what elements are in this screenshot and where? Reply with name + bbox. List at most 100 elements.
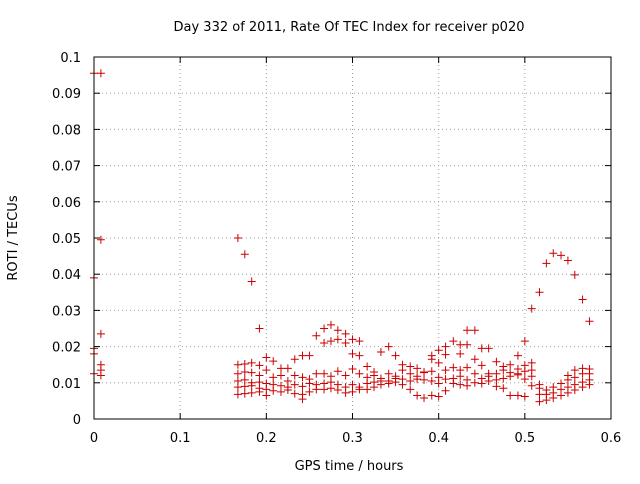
- data-point: [520, 375, 529, 384]
- data-point: [233, 390, 242, 399]
- data-point: [513, 369, 522, 378]
- data-point: [320, 369, 329, 378]
- x-tick-label: 0.4: [428, 431, 449, 446]
- data-point: [427, 391, 436, 400]
- data-point: [333, 326, 342, 335]
- data-point: [312, 385, 321, 394]
- data-point: [240, 382, 249, 391]
- data-point: [355, 369, 364, 378]
- data-point: [341, 388, 350, 397]
- data-point: [298, 351, 307, 360]
- data-point: [262, 366, 271, 375]
- data-point: [449, 363, 458, 372]
- x-tick-label: 0.5: [514, 431, 535, 446]
- y-tick-label: 0.1: [60, 51, 81, 66]
- data-point: [348, 365, 357, 374]
- y-tick-label: 0.09: [52, 87, 81, 102]
- data-point: [247, 381, 256, 390]
- data-point: [276, 371, 285, 380]
- data-point: [348, 349, 357, 358]
- data-point: [290, 371, 299, 380]
- x-tick-label: 0.3: [342, 431, 363, 446]
- data-point: [578, 295, 587, 304]
- data-point: [269, 357, 278, 366]
- data-point: [290, 355, 299, 364]
- data-point: [376, 380, 385, 389]
- data-point: [520, 337, 529, 346]
- data-point: [506, 360, 515, 369]
- grid: [94, 57, 611, 419]
- data-point: [413, 375, 422, 384]
- x-tick-label: 0.2: [256, 431, 277, 446]
- data-point: [326, 337, 335, 346]
- data-point: [341, 371, 350, 380]
- data-point: [484, 344, 493, 353]
- data-point: [312, 369, 321, 378]
- data-point: [427, 351, 436, 360]
- data-point: [391, 351, 400, 360]
- data-point: [570, 373, 579, 382]
- data-point: [449, 379, 458, 388]
- data-point: [283, 386, 292, 395]
- data-point: [463, 340, 472, 349]
- data-point: [298, 395, 307, 404]
- data-point: [470, 369, 479, 378]
- data-point: [406, 385, 415, 394]
- data-point: [298, 373, 307, 382]
- data-point: [96, 235, 105, 244]
- data-point: [449, 337, 458, 346]
- data-point: [370, 383, 379, 392]
- data-point: [499, 366, 508, 375]
- data-point: [535, 390, 544, 399]
- data-point: [355, 351, 364, 360]
- data-point: [434, 346, 443, 355]
- data-point: [96, 69, 105, 78]
- data-point: [456, 349, 465, 358]
- y-tick-label: 0.05: [52, 232, 81, 247]
- data-point: [463, 381, 472, 390]
- data-point: [398, 366, 407, 375]
- data-point: [240, 359, 249, 368]
- data-point: [549, 249, 558, 258]
- data-point: [240, 367, 249, 376]
- data-point: [312, 331, 321, 340]
- data-point: [470, 355, 479, 364]
- data-point: [341, 338, 350, 347]
- data-point: [247, 358, 256, 367]
- data-point: [563, 256, 572, 265]
- x-axis-label: GPS time / hours: [295, 459, 404, 474]
- data-point: [255, 387, 264, 396]
- data-point: [499, 384, 508, 393]
- x-tick-label: 0: [90, 431, 98, 446]
- data-point: [420, 368, 429, 377]
- x-tick-label: 0.1: [170, 431, 191, 446]
- y-tick-label: 0.06: [52, 196, 81, 211]
- data-point: [247, 368, 256, 377]
- data-point: [413, 364, 422, 373]
- data-point: [441, 350, 450, 359]
- data-point: [413, 391, 422, 400]
- data-point: [276, 387, 285, 396]
- data-point: [427, 376, 436, 385]
- data-point: [578, 364, 587, 373]
- data-point: [233, 360, 242, 369]
- y-axis-label: ROTI / TECUs: [6, 195, 21, 280]
- data-point: [477, 361, 486, 370]
- data-point: [96, 329, 105, 338]
- data-point: [326, 384, 335, 393]
- data-point: [240, 250, 249, 259]
- data-point: [527, 304, 536, 313]
- data-point: [563, 388, 572, 397]
- data-point: [513, 391, 522, 400]
- data-point: [355, 337, 364, 346]
- data-point: [484, 376, 493, 385]
- data-point: [492, 382, 501, 391]
- y-tick-label: 0.04: [52, 268, 81, 283]
- data-point: [477, 344, 486, 353]
- data-point: [441, 342, 450, 351]
- data-point: [384, 342, 393, 351]
- data-point: [527, 358, 536, 367]
- data-point: [456, 372, 465, 381]
- data-point: [420, 394, 429, 403]
